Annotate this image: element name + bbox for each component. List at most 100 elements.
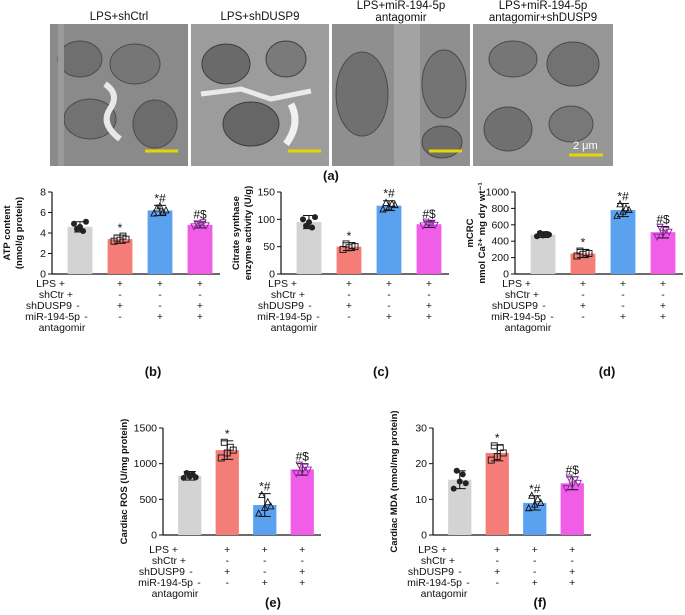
chart-b-row-mir-sign-0: - [84, 311, 88, 323]
chart-c-points-1 [339, 240, 359, 253]
chart-d-row-label-shdusp9: shDUSP9 [492, 300, 538, 312]
chart-c-row-mir-sign-2: + [386, 311, 392, 323]
chart-d-bar-0 [530, 234, 556, 274]
chart-f-annotation-3: #$ [566, 463, 580, 477]
chart-f-point-2-3 [534, 494, 542, 503]
chart-b-bar-0 [67, 226, 93, 274]
chart-f-row-label-mir: miR-194-5p [407, 577, 462, 589]
chart-f-point-3-3 [571, 476, 579, 484]
chart-e-bar-1 [215, 450, 239, 535]
micrograph-3-texture [332, 24, 470, 166]
chart-e-row-shdusp9-sign-2: - [263, 566, 267, 578]
chart-b-row-shctr-sign-0: + [67, 289, 73, 301]
chart-e-point-1-1 [220, 438, 228, 446]
chart-c-point-0-2 [306, 219, 312, 226]
chart-b-point-1-4 [122, 235, 130, 243]
micrograph-4-texture [473, 24, 613, 166]
chart-c-panel-label: (c) [373, 364, 389, 379]
chart-d-row-lps-sign-1: + [580, 278, 586, 290]
chart-f-points-2 [525, 491, 545, 512]
chart-b-points-0 [71, 218, 89, 234]
chart-f-point-3-4 [574, 479, 582, 488]
chart-f-point-2-4 [537, 498, 545, 506]
chart-f-row-label-shdusp9: shDUSP9 [408, 566, 454, 578]
chart-d-row-shdusp9-sign-2: - [621, 300, 625, 312]
chart-f-row-mir-sign-1: - [496, 577, 500, 589]
chart-e-row-label-lps: LPS [149, 544, 169, 556]
chart-d-point-1-4 [585, 250, 593, 257]
chart-e-tick-label-0: 0 [151, 530, 157, 542]
chart-f-point-1-4 [499, 449, 507, 457]
chart-c-row-shdusp9-sign-1: + [346, 300, 352, 312]
chart-f-points-0 [450, 467, 469, 492]
chart-d-row-shctr-sign-2: - [621, 289, 625, 301]
chart-d-row-label-lps: LPS [502, 278, 522, 290]
chart-b-row-shctr-sign-2: - [158, 289, 162, 301]
chart-e-row-shdusp9-sign-1: + [224, 566, 230, 578]
chart-c-row-label-lps: LPS [268, 278, 288, 290]
chart-c-row-lps-sign-2: + [386, 278, 392, 290]
chart-e-row-lps-sign-1: + [224, 544, 230, 556]
chart-b-point-0-0 [71, 220, 77, 227]
chart-d-row-lps-sign-3: + [660, 278, 666, 290]
chart-c-point-3-4 [431, 221, 439, 230]
chart-d-point-3-2 [659, 230, 667, 238]
chart-b-tick-label-3: 6 [40, 207, 46, 219]
chart-e-point-2-1 [258, 490, 266, 499]
chart-b-row-lps-sign-2: + [157, 278, 163, 290]
chart-e-tick-label-1: 500 [139, 494, 157, 506]
chart-b-point-3-4 [202, 222, 210, 230]
chart-e-points-2 [255, 490, 275, 517]
chart-d-row-lps-sign-0: + [525, 278, 531, 290]
chart-b-point-2-2 [156, 201, 164, 210]
chart-e-row-shctr-sign-1: - [226, 555, 230, 567]
chart-c-point-0-0 [300, 216, 306, 223]
chart-f-point-0-3 [459, 471, 466, 478]
chart-e-row-label-shctr: shCtr [152, 555, 178, 567]
chart-b-row-shdusp9-sign-2: - [158, 300, 162, 312]
chart-d-points-1 [573, 247, 593, 260]
chart-c-row-shctr-sign-1: - [347, 289, 351, 301]
chart-d-point-2-3 [622, 203, 630, 212]
chart-d-row-mir-sign-2: + [620, 311, 626, 323]
chart-d-ylabel: mCRC [465, 218, 476, 247]
chart-c-row-shdusp9-sign-3: + [426, 300, 432, 312]
chart-b-row-shdusp9-sign-1: + [117, 300, 123, 312]
chart-f-row-mir-sign-0: - [466, 577, 470, 589]
chart-e-point-2-0 [255, 509, 263, 517]
chart-e-row-shdusp9-sign-3: + [299, 566, 305, 578]
chart-d-point-2-0 [613, 211, 621, 219]
chart-e-bar-3 [290, 469, 314, 535]
chart-d-row-label-shctr: shCtr [505, 289, 531, 301]
chart-d-point-3-4 [665, 228, 673, 237]
chart-c-bar-3 [416, 224, 442, 274]
chart-f-row-shdusp9-sign-1: + [494, 566, 500, 578]
chart-b-row-lps-sign-0: + [59, 278, 65, 290]
chart-f-points-1 [487, 442, 507, 464]
chart-d-row-label-antagomir: antagomir [505, 322, 552, 334]
micrograph-title-4: LPS+miR-194-5p antagomir+shDUSP9 [488, 0, 598, 24]
chart-d-point-2-4 [625, 205, 633, 213]
chart-d-point-2-1 [616, 199, 624, 208]
chart-b-row-label-mir: miR-194-5p [25, 311, 80, 323]
chart-b-point-2-4 [162, 205, 170, 214]
micrograph-title-3: LPS+miR-194-5p antagomir [356, 0, 446, 24]
chart-d-row-mir-sign-0: - [550, 311, 554, 323]
chart-f-annotation-1: * [495, 431, 500, 445]
chart-c-row-label-shdusp9: shDUSP9 [258, 300, 304, 312]
chart-e-points-0 [180, 469, 199, 481]
chart-b-tick-label-2: 4 [40, 228, 46, 240]
chart-b-point-0-2 [77, 223, 83, 230]
chart-c-point-1-4 [351, 243, 359, 251]
chart-c-row-label-mir: miR-194-5p [257, 311, 312, 323]
chart-c-row-mir-sign-3: + [426, 311, 432, 323]
chart-f-point-0-2 [456, 478, 463, 485]
chart-b-tick-label-4: 8 [40, 187, 46, 199]
chart-e-row-label-shdusp9: shDUSP9 [139, 566, 185, 578]
chart-d-row-shdusp9-sign-1: + [580, 300, 586, 312]
chart-c-ylabel2: enzyme activity (U/g) [243, 186, 254, 281]
chart-e-annotation-1: * [225, 427, 230, 441]
chart-c-row-lps-sign-0: + [291, 278, 297, 290]
chart-f-row-shdusp9-sign-2: - [533, 566, 537, 578]
